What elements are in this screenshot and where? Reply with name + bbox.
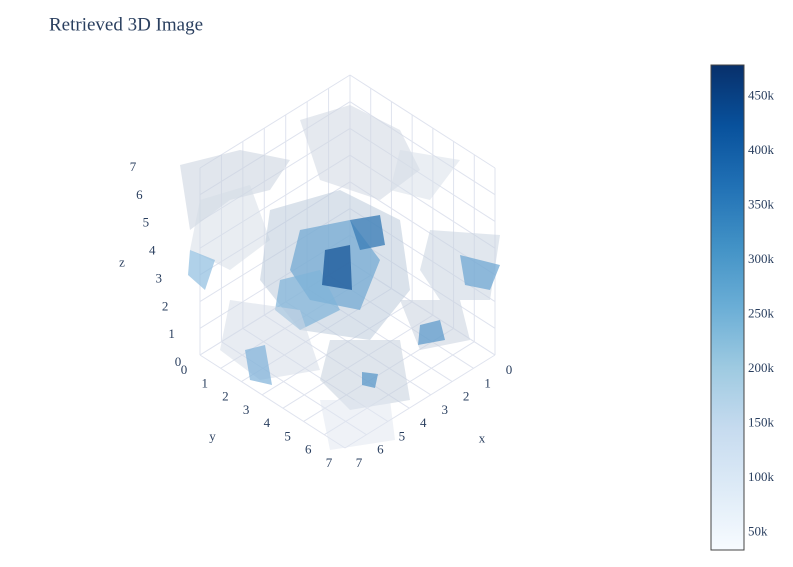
colorbar-tick-label: 350k (748, 197, 775, 212)
chart-title: Retrieved 3D Image (49, 14, 203, 35)
y-tick-label: 0 (181, 362, 188, 377)
colorbar-tick-label: 450k (748, 88, 775, 103)
x-tick-label: 7 (356, 455, 363, 470)
isosurfaces (180, 105, 500, 450)
x-axis-title: x (479, 430, 486, 445)
y-tick-label: 5 (284, 428, 291, 443)
grid-line (199, 74, 351, 169)
y-tick-label: 1 (201, 375, 208, 390)
y-tick-label: 2 (222, 389, 229, 404)
x-tick-label: 0 (506, 362, 513, 377)
colorbar-tick-label: 200k (748, 360, 775, 375)
y-tick-label: 6 (305, 442, 312, 457)
y-tick-label: 3 (243, 402, 250, 417)
grid-line (199, 354, 346, 449)
colorbar-tick-label: 250k (748, 306, 775, 321)
z-tick-label: 0 (175, 354, 182, 369)
colorbar (710, 64, 745, 551)
x-tick-label: 1 (484, 375, 491, 390)
y-axis-title: y (209, 428, 216, 443)
z-tick-label: 2 (162, 298, 169, 313)
x-tick-label: 4 (420, 415, 427, 430)
grid-line (349, 74, 496, 169)
z-axis-title: z (119, 254, 125, 269)
z-tick-label: 6 (136, 187, 143, 202)
colorbar-tick-label: 150k (748, 415, 775, 430)
colorbar-ticks: 50k 100k 150k 200k 250k 300k 350k 400k 450k (748, 88, 775, 539)
x-tick-label: 3 (441, 402, 448, 417)
z-tick-label: 4 (149, 243, 156, 258)
colorbar-tick-label: 300k (748, 251, 775, 266)
z-tick-label: 1 (168, 326, 175, 341)
y-tick-label: 7 (326, 455, 333, 470)
z-tick-label: 3 (155, 270, 162, 285)
colorbar-tick-label: 100k (748, 469, 775, 484)
colorbar-tick-label: 400k (748, 142, 775, 157)
z-tick-label: 7 (130, 159, 137, 174)
z-tick-label: 5 (143, 215, 150, 230)
x-tick-label: 2 (463, 389, 470, 404)
x-tick-label: 6 (377, 442, 384, 457)
y-tick-label: 4 (264, 415, 271, 430)
colorbar-tick-label: 50k (748, 524, 768, 539)
x-tick-label: 5 (399, 428, 406, 443)
